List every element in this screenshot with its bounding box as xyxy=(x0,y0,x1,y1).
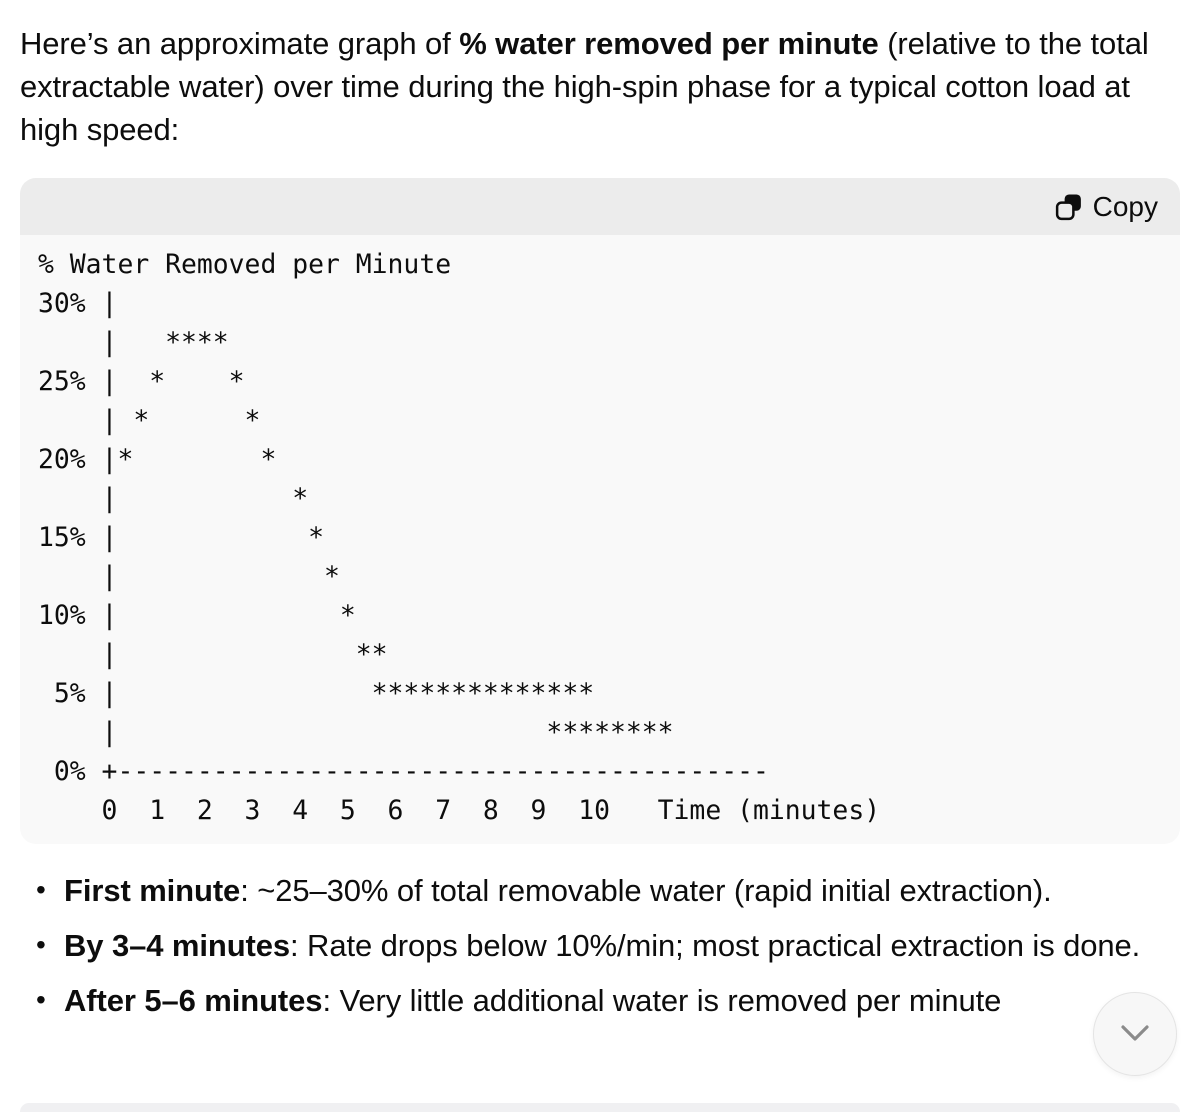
copy-button[interactable]: Copy xyxy=(1054,191,1158,223)
intro-bold: % water removed per minute xyxy=(459,26,879,61)
chevron-down-icon xyxy=(1119,1023,1151,1046)
bullet-2-bold: By 3–4 minutes xyxy=(64,928,291,963)
bullet-1-text: : ~25–30% of total removable water (rapi… xyxy=(240,873,1052,908)
chat-message: Here’s an approximate graph of % water r… xyxy=(0,22,1200,1033)
intro-text-2: (relative to the total extractable water… xyxy=(20,26,1149,147)
bullet-3-bold: After 5–6 minutes xyxy=(64,983,323,1018)
next-block-top-edge xyxy=(20,1103,1180,1112)
code-block-header: Copy xyxy=(20,178,1180,235)
code-block: Copy % Water Removed per Minute 30% | | … xyxy=(20,178,1180,844)
list-item: • After 5–6 minutes: Very little addition… xyxy=(20,979,1180,1033)
bullet-3-clipped-line: (diminishing returns...) xyxy=(64,1023,1180,1033)
bullet-1-bold: First minute xyxy=(64,873,241,908)
list-item: • First minute: ~25–30% of total removabl… xyxy=(20,869,1180,913)
ascii-chart: % Water Removed per Minute 30% | | **** … xyxy=(38,249,881,826)
bullet-marker: • xyxy=(36,929,46,960)
bullet-list: • First minute: ~25–30% of total removabl… xyxy=(20,869,1180,1033)
bullet-2-text: : Rate drops below 10%/min; most practic… xyxy=(290,928,1141,963)
intro-paragraph: Here’s an approximate graph of % water r… xyxy=(20,22,1180,151)
bullet-marker: • xyxy=(36,984,46,1015)
bullet-marker: • xyxy=(36,874,46,905)
bullet-3-text: : Very little additional water is remove… xyxy=(322,983,1002,1018)
intro-text-1: Here’s an approximate graph of xyxy=(20,26,460,61)
copy-icon xyxy=(1054,192,1084,222)
scroll-to-bottom-button[interactable] xyxy=(1093,992,1177,1076)
list-item: • By 3–4 minutes: Rate drops below 10%/mi… xyxy=(20,924,1180,968)
copy-button-label: Copy xyxy=(1092,190,1158,222)
